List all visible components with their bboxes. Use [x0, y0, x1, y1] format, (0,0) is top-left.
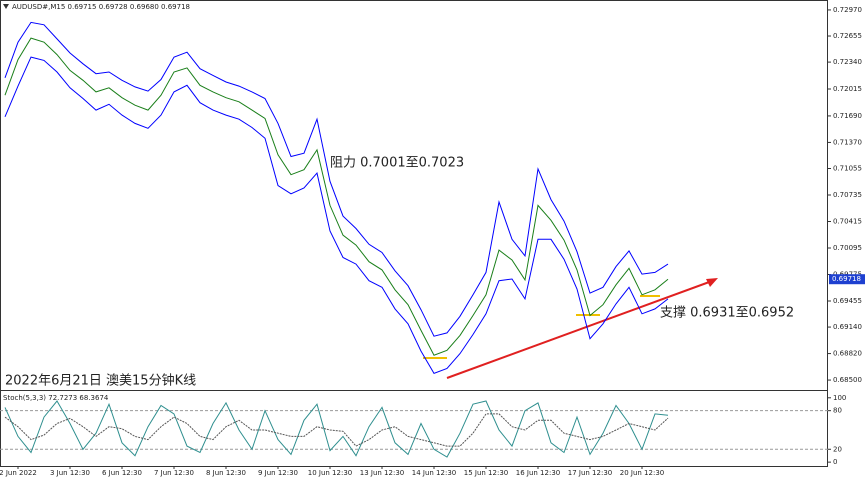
y-tick-label: 0.72655: [833, 32, 862, 40]
trend-arrow: [706, 278, 718, 287]
y-tick-label: 0.69455: [833, 297, 862, 305]
chart-title: AUDUSD#,M15 0.69715 0.69728 0.69680 0.69…: [12, 3, 190, 11]
y-tick-label: 0.71370: [833, 138, 862, 146]
y-tick-label: 0.68500: [833, 376, 862, 384]
y-tick-label: 20: [833, 445, 842, 453]
series-line: [4, 56, 669, 375]
x-tick-label: 8 Jun 12:30: [206, 469, 246, 477]
frame: [0, 0, 828, 467]
x-tick-label: 2 Jun 2022: [0, 469, 37, 477]
x-tick-label: 15 Jun 12:30: [464, 469, 508, 477]
annotation: 支撑 0.6931至0.6952: [660, 306, 794, 321]
series-line: [4, 21, 669, 337]
price-label-box: [829, 274, 865, 285]
y-tick-label: 0: [833, 458, 837, 466]
y-tick-label: 100: [833, 394, 846, 402]
x-tick-label: 10 Jun 12:30: [308, 469, 352, 477]
y-tick-label: 0.70735: [833, 191, 862, 199]
x-tick-label: 20 Jun 12:30: [620, 469, 664, 477]
x-tick-label: 13 Jun 12:30: [360, 469, 404, 477]
y-tick-label: 0.71690: [833, 112, 862, 120]
x-tick-label: 6 Jun 12:30: [102, 469, 142, 477]
annotation: 2022年6月21日 澳美15分钟K线: [5, 373, 196, 389]
y-tick-label: 80: [833, 407, 842, 415]
x-tick-label: 3 Jun 12:30: [50, 469, 90, 477]
x-tick-label: 9 Jun 12:30: [258, 469, 298, 477]
stoch-title: Stoch(5,3,3) 72.7273 68.3674: [3, 394, 109, 402]
x-tick-label: 17 Jun 12:30: [568, 469, 612, 477]
series-line: [4, 413, 669, 447]
series-line: [4, 37, 669, 356]
price-label: 0.69718: [832, 275, 861, 283]
y-tick-label: 0.70415: [833, 217, 862, 225]
y-tick-label: 0.71055: [833, 165, 862, 173]
x-tick-label: 14 Jun 12:30: [412, 469, 456, 477]
y-tick-label: 0.72340: [833, 58, 862, 66]
y-tick-label: 0.69140: [833, 323, 862, 331]
trend-line: [446, 280, 713, 379]
series-line: [4, 400, 669, 458]
y-tick-label: 0.70095: [833, 244, 862, 252]
y-tick-label: 0.72015: [833, 85, 862, 93]
title-icon: [3, 4, 9, 9]
y-tick-label: 0.68820: [833, 350, 862, 358]
annotation: 阻力 0.7001至0.7023: [330, 156, 464, 171]
x-tick-label: 16 Jun 12:30: [516, 469, 560, 477]
x-tick-label: 7 Jun 12:30: [154, 469, 194, 477]
y-tick-label: 0.72970: [833, 6, 862, 14]
